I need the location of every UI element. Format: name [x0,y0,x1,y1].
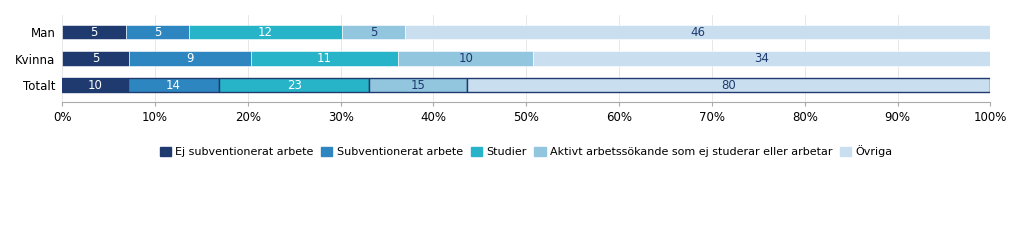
Text: 11: 11 [317,52,332,65]
Text: 5: 5 [154,26,161,39]
Bar [467,78,990,92]
Bar [533,51,990,66]
Bar [128,78,219,92]
Text: 12: 12 [259,26,273,39]
Bar [369,78,467,92]
Bar [219,78,369,92]
Text: 5: 5 [90,26,98,39]
Text: 15: 15 [411,79,426,92]
Bar [342,25,406,39]
Bar [62,78,128,92]
Text: 10: 10 [458,52,473,65]
Bar [126,25,189,39]
Text: 14: 14 [166,79,181,92]
Text: 23: 23 [287,79,301,92]
Text: 46: 46 [691,26,705,39]
Text: 5: 5 [92,52,99,65]
Legend: Ej subventionerat arbete, Subventionerat arbete, Studier, Aktivt arbetssökande s: Ej subventionerat arbete, Subventionerat… [155,141,897,162]
Text: 34: 34 [754,52,770,65]
Bar [130,51,250,66]
Bar [399,51,533,66]
Bar [406,25,990,39]
Text: 80: 80 [722,79,736,92]
Text: 9: 9 [186,52,194,65]
Text: 5: 5 [370,26,377,39]
Bar [62,51,130,66]
Bar [250,51,399,66]
Bar [189,25,342,39]
Text: 10: 10 [88,79,102,92]
Bar [62,25,126,39]
